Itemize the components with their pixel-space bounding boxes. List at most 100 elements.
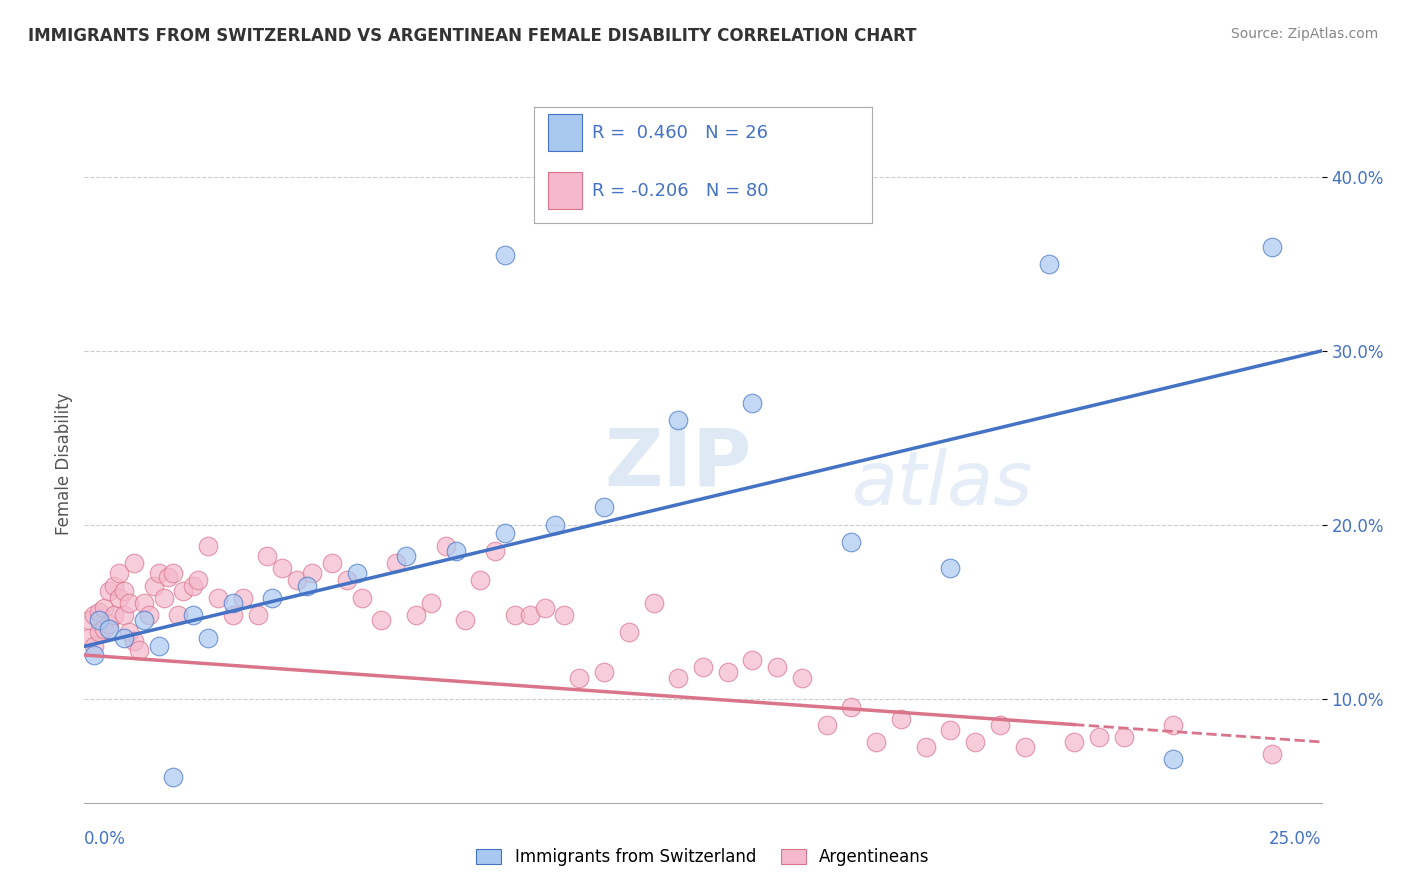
- Point: [914, 740, 936, 755]
- Point: [246, 608, 269, 623]
- Point: [890, 712, 912, 726]
- Point: [118, 625, 141, 640]
- Point: [503, 608, 526, 623]
- Point: [83, 640, 105, 654]
- Point: [271, 561, 294, 575]
- Point: [181, 578, 204, 592]
- Point: [256, 549, 278, 563]
- Point: [108, 591, 131, 605]
- Point: [79, 613, 101, 627]
- Point: [405, 608, 427, 623]
- Point: [98, 616, 121, 631]
- Point: [181, 608, 204, 623]
- Point: [395, 549, 418, 563]
- Point: [89, 605, 111, 619]
- Point: [939, 723, 962, 737]
- Point: [988, 717, 1011, 731]
- Point: [766, 660, 789, 674]
- Point: [370, 613, 392, 627]
- Point: [122, 556, 145, 570]
- Point: [939, 561, 962, 575]
- Point: [93, 622, 115, 636]
- Point: [138, 608, 160, 623]
- Point: [692, 660, 714, 674]
- Point: [148, 640, 170, 654]
- Text: R =  0.460   N = 26: R = 0.460 N = 26: [592, 124, 768, 142]
- Point: [285, 574, 308, 588]
- Point: [262, 591, 284, 605]
- Point: [112, 631, 135, 645]
- Point: [519, 608, 541, 623]
- Point: [865, 735, 887, 749]
- Point: [83, 608, 105, 623]
- Point: [593, 665, 616, 680]
- Point: [79, 631, 101, 645]
- Point: [148, 566, 170, 581]
- Point: [98, 622, 121, 636]
- Point: [1088, 730, 1111, 744]
- Point: [167, 608, 190, 623]
- Point: [103, 608, 125, 623]
- Text: atlas: atlas: [852, 448, 1033, 520]
- Bar: [548, 114, 582, 151]
- Text: IMMIGRANTS FROM SWITZERLAND VS ARGENTINEAN FEMALE DISABILITY CORRELATION CHART: IMMIGRANTS FROM SWITZERLAND VS ARGENTINE…: [28, 27, 917, 45]
- Point: [1112, 730, 1135, 744]
- Point: [666, 671, 689, 685]
- Point: [301, 566, 323, 581]
- Point: [553, 608, 575, 623]
- Point: [741, 653, 763, 667]
- Point: [741, 396, 763, 410]
- Point: [187, 574, 209, 588]
- Point: [112, 608, 135, 623]
- Point: [197, 539, 219, 553]
- Point: [484, 543, 506, 558]
- Point: [222, 608, 245, 623]
- Point: [454, 613, 477, 627]
- Point: [815, 717, 838, 731]
- Point: [841, 535, 863, 549]
- Point: [103, 578, 125, 592]
- Point: [1063, 735, 1085, 749]
- Legend: Immigrants from Switzerland, Argentineans: Immigrants from Switzerland, Argentinean…: [468, 840, 938, 875]
- Point: [321, 556, 343, 570]
- Point: [543, 517, 565, 532]
- Point: [346, 566, 368, 581]
- Point: [470, 574, 492, 588]
- Bar: [548, 172, 582, 209]
- Text: 25.0%: 25.0%: [1270, 830, 1322, 848]
- Point: [790, 671, 813, 685]
- Point: [494, 526, 516, 541]
- Point: [1161, 717, 1184, 731]
- Point: [1161, 752, 1184, 766]
- Point: [172, 583, 194, 598]
- Point: [593, 500, 616, 515]
- Point: [142, 578, 165, 592]
- Point: [122, 634, 145, 648]
- Point: [434, 539, 457, 553]
- Point: [162, 770, 184, 784]
- Point: [841, 700, 863, 714]
- Point: [152, 591, 174, 605]
- Point: [666, 413, 689, 427]
- Point: [222, 596, 245, 610]
- Point: [1014, 740, 1036, 755]
- Point: [617, 625, 640, 640]
- Point: [336, 574, 359, 588]
- Point: [207, 591, 229, 605]
- Point: [98, 583, 121, 598]
- Point: [1038, 257, 1060, 271]
- Point: [965, 735, 987, 749]
- Point: [533, 601, 555, 615]
- Y-axis label: Female Disability: Female Disability: [55, 392, 73, 535]
- Text: ZIP: ZIP: [605, 425, 751, 503]
- Text: R = -0.206   N = 80: R = -0.206 N = 80: [592, 182, 768, 200]
- Point: [197, 631, 219, 645]
- Point: [132, 596, 155, 610]
- Point: [157, 570, 180, 584]
- Point: [350, 591, 373, 605]
- Point: [132, 613, 155, 627]
- Point: [232, 591, 254, 605]
- Point: [1261, 747, 1284, 761]
- Point: [1261, 239, 1284, 253]
- Point: [118, 596, 141, 610]
